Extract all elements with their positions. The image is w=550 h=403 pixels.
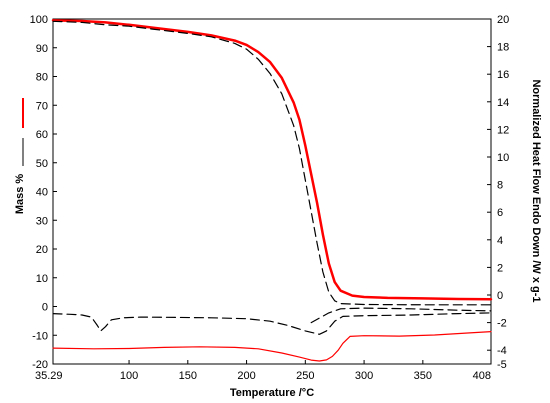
plot-frame — [52, 18, 492, 365]
x-axis-ticks: 35.29 100 150 200 250 300 350 408 — [35, 360, 492, 382]
right-tick-label: 12 — [497, 124, 509, 136]
left-tick-label: 100 — [30, 14, 48, 26]
right-tick-label: 14 — [497, 97, 509, 109]
left-tick-label: 40 — [36, 187, 48, 199]
x-tick-label: 100 — [120, 370, 138, 382]
right-tick-label: 18 — [497, 42, 509, 54]
x-tick-label: 408 — [473, 370, 491, 382]
x-tick-label: 35.29 — [35, 370, 63, 382]
right-tick-label: 4 — [497, 235, 503, 247]
series-line-2 — [52, 312, 492, 335]
left-tick-label: 60 — [36, 129, 48, 141]
left-tick-label: 0 — [42, 302, 48, 314]
left-tick-label: 90 — [36, 43, 48, 55]
left-tick-label: -20 — [32, 359, 48, 371]
right-tick-label: -2 — [497, 318, 507, 330]
right-tick-label: 2 — [497, 262, 503, 274]
right-tick-label: 20 — [497, 14, 509, 26]
left-tick-label: 70 — [36, 100, 48, 112]
left-tick-label: 20 — [36, 244, 48, 256]
left-tick-label: 80 — [36, 72, 48, 84]
right-tick-label: 6 — [497, 207, 503, 219]
left-axis-title: Mass % — [14, 174, 26, 215]
x-tick-label: 200 — [237, 370, 255, 382]
series-line-1 — [52, 20, 492, 306]
left-tick-label: 10 — [36, 273, 48, 285]
series-line-4 — [52, 331, 492, 362]
right-tick-label: 0 — [497, 290, 503, 302]
x-tick-label: 250 — [296, 370, 314, 382]
series-layer — [51, 19, 493, 362]
right-tick-label: 16 — [497, 69, 509, 81]
right-tick-label: -5 — [497, 359, 507, 371]
left-tick-label: 30 — [36, 215, 48, 227]
x-axis-title: Temperature /°C — [230, 387, 314, 399]
right-tick-label: 10 — [497, 152, 509, 164]
right-tick-label: 8 — [497, 180, 503, 192]
series-line-0 — [51, 19, 493, 301]
left-tick-label: -10 — [32, 330, 48, 342]
x-tick-label: 300 — [355, 370, 373, 382]
left-tick-label: 50 — [36, 158, 48, 170]
series-line-3 — [310, 307, 492, 324]
right-axis-title: Normalized Heat Flow Endo Down /W x g-1 — [530, 79, 542, 302]
x-tick-label: 350 — [414, 370, 432, 382]
x-tick-label: 150 — [179, 370, 197, 382]
right-tick-label: -4 — [497, 345, 507, 357]
